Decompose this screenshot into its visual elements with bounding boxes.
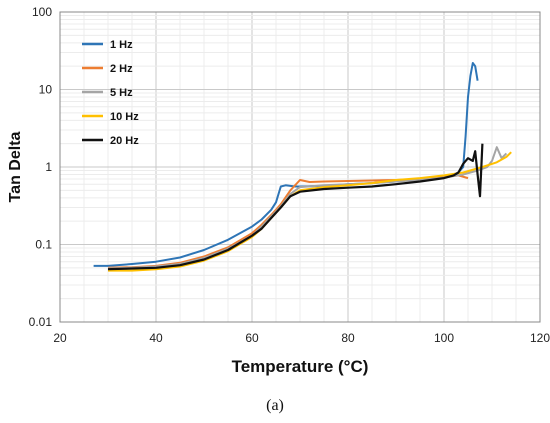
legend-label: 2 Hz	[110, 63, 133, 75]
y-axis-title: Tan Delta	[7, 131, 24, 202]
x-tick-label: 100	[434, 331, 454, 345]
figure-caption: (a)	[266, 397, 284, 414]
x-tick-label: 60	[245, 331, 259, 345]
grid-lines	[60, 12, 540, 322]
y-tick-label: 1	[45, 160, 52, 174]
series-lines	[93, 62, 512, 272]
legend-label: 1 Hz	[110, 39, 133, 51]
y-tick-label: 0.1	[35, 238, 52, 252]
x-tick-label: 20	[53, 331, 67, 345]
y-tick-label: 0.01	[29, 315, 53, 329]
x-tick-label: 120	[530, 331, 550, 345]
y-tick-label: 100	[32, 5, 52, 19]
series-line-20-hz	[107, 143, 484, 271]
legend-label: 20 Hz	[110, 135, 139, 147]
legend-label: 5 Hz	[110, 87, 133, 99]
legend: 1 Hz 2 Hz 5 Hz 10 Hz 20 Hz	[82, 39, 139, 147]
series-line-5-hz	[107, 146, 508, 270]
legend-label: 10 Hz	[110, 111, 139, 123]
x-axis-title: Temperature (°C)	[232, 357, 369, 376]
y-tick-labels: 0.01 0.1 1 10 100	[29, 5, 53, 329]
series-line-10-hz	[108, 151, 512, 272]
x-tick-label: 80	[341, 331, 355, 345]
x-tick-label: 40	[149, 331, 163, 345]
y-tick-label: 10	[39, 83, 53, 97]
x-tick-labels: 20 40 60 80 100 120	[53, 331, 550, 345]
plot-border	[59, 11, 541, 323]
